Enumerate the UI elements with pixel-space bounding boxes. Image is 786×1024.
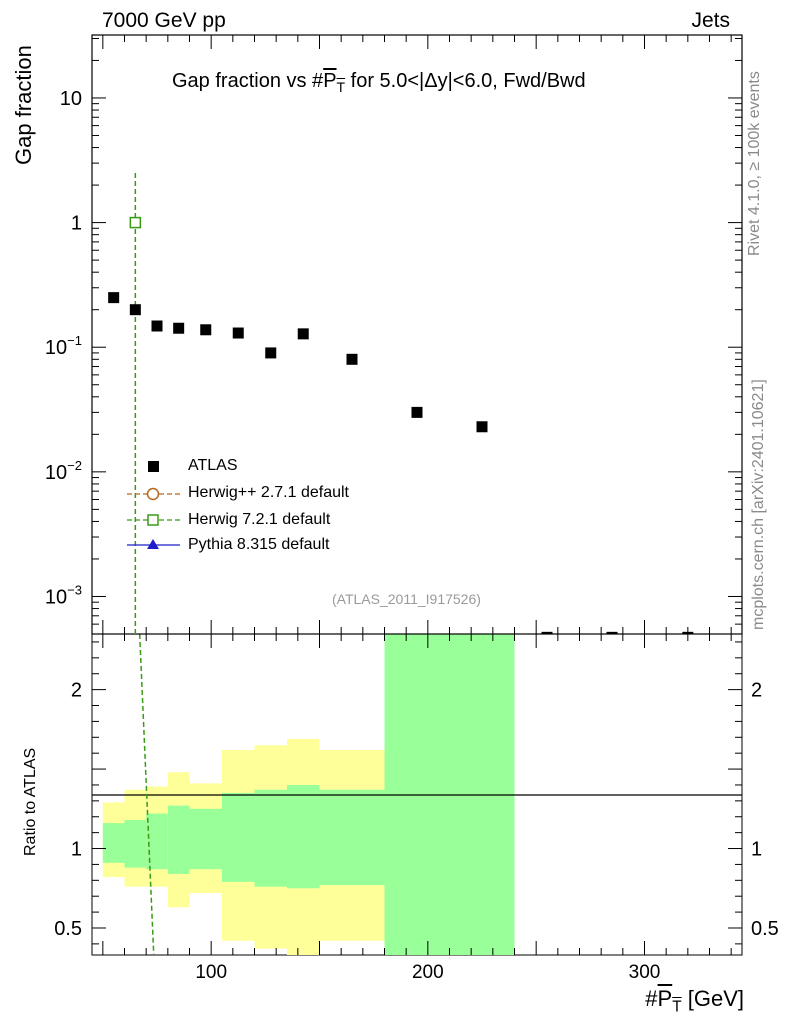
y-tick-label-3: 10−2 xyxy=(45,458,82,484)
ratio-y-tick-label-1: 1 xyxy=(71,839,82,861)
atlas-point-5 xyxy=(232,327,244,339)
atlas-point-4 xyxy=(200,324,212,336)
legend-entry-herwig7: Herwig 7.2.1 default xyxy=(188,511,331,528)
x-tick-label-1: 200 xyxy=(412,962,444,983)
x-axis-label: #PT [GeV] xyxy=(645,986,744,1016)
energy-label: 7000 GeV pp xyxy=(102,9,226,32)
rivet-version-label: Rivet 4.1.0, ≥ 100k events xyxy=(746,71,763,256)
ratio-y-tick-label-right-0: 0.5 xyxy=(751,918,779,940)
ratio-bands xyxy=(102,634,515,955)
atlas-point-9 xyxy=(411,406,423,418)
ratio-band-green-3 xyxy=(167,805,190,874)
atlas-point-10 xyxy=(476,421,488,433)
atlas-point-2 xyxy=(151,320,163,332)
legend-marker-herwig7 xyxy=(147,514,159,526)
title-suffix: for 5.0<|Δy|<6.0, Fwd/Bwd xyxy=(345,70,586,92)
atlas-point-12 xyxy=(606,631,618,634)
herwig7-ratio-line xyxy=(138,633,155,956)
y-tick-label-2: 10−1 xyxy=(45,333,82,359)
x-tick-label-0: 100 xyxy=(195,962,227,983)
axes: 100 200 300 10 1 10−1 10−2 10−3 0.5 0.5 1 1 2 2 xyxy=(45,35,779,983)
category-label: Jets xyxy=(691,9,730,32)
atlas-point-6 xyxy=(265,347,277,359)
ratio-band-green-7 xyxy=(287,784,320,889)
herwig7-point-0 xyxy=(129,216,142,229)
legend-entry-atlas: ATLAS xyxy=(188,457,238,474)
x-tick-label-2: 300 xyxy=(629,962,661,983)
ratio-y-tick-label-right-1: 1 xyxy=(751,839,762,861)
y-axis-label: Gap fraction xyxy=(11,45,36,165)
y-tick-label-1: 1 xyxy=(71,213,82,235)
chart-title: Gap fraction vs #PT for 5.0<|Δy|<6.0, Fw… xyxy=(172,70,586,95)
xlabel-p: P xyxy=(657,986,673,1011)
atlas-point-11 xyxy=(541,631,553,634)
legend-marker-pythia xyxy=(147,539,159,549)
legend-entry-pythia: Pythia 8.315 default xyxy=(188,536,330,553)
ratio-band-green-1 xyxy=(124,819,147,868)
y-tick-label-0: 10 xyxy=(60,88,82,110)
atlas-point-7 xyxy=(297,328,309,340)
y-tick-label-4: 10−3 xyxy=(45,582,82,608)
ratio-band-green-5 xyxy=(222,792,255,882)
ratio-band-green-6 xyxy=(254,789,287,887)
atlas-point-1 xyxy=(129,304,141,316)
ratio-y-tick-label-2: 2 xyxy=(71,680,82,702)
ratio-band-green-4 xyxy=(189,808,222,870)
title-t: T xyxy=(336,79,346,95)
atlas-point-0 xyxy=(108,292,120,304)
ratio-band-green-2 xyxy=(146,813,168,870)
legend-marker-herwigpp xyxy=(146,487,160,501)
ratio-band-green-8 xyxy=(319,789,385,886)
title-prefix: Gap fraction vs # xyxy=(172,70,324,92)
main-series xyxy=(108,172,694,634)
ratio-band-green-0 xyxy=(102,823,125,863)
atlas-point-8 xyxy=(346,353,358,365)
title-p: P xyxy=(323,70,337,92)
analysis-tag: (ATLAS_2011_I917526) xyxy=(332,591,481,607)
ratio-y-tick-label-0: 0.5 xyxy=(54,918,82,940)
ratio-y-tick-label-right-2: 2 xyxy=(751,680,762,702)
xlabel-t: T xyxy=(672,998,682,1016)
ratio-mc-lines xyxy=(138,633,155,956)
xlabel-suffix: [GeV] xyxy=(681,986,744,1011)
legend-marker-atlas xyxy=(148,461,159,472)
legend-entry-herwigpp: Herwig++ 2.7.1 default xyxy=(188,484,349,501)
atlas-point-3 xyxy=(173,322,185,334)
ratio-y-axis-label: Ratio to ATLAS xyxy=(22,747,39,856)
legend-markers xyxy=(127,461,180,549)
main-plot-frame xyxy=(91,34,743,635)
xlabel-prefix: # xyxy=(645,986,658,1011)
mcplots-label: mcplots.cern.ch [arXiv:2401.10621] xyxy=(750,379,767,630)
